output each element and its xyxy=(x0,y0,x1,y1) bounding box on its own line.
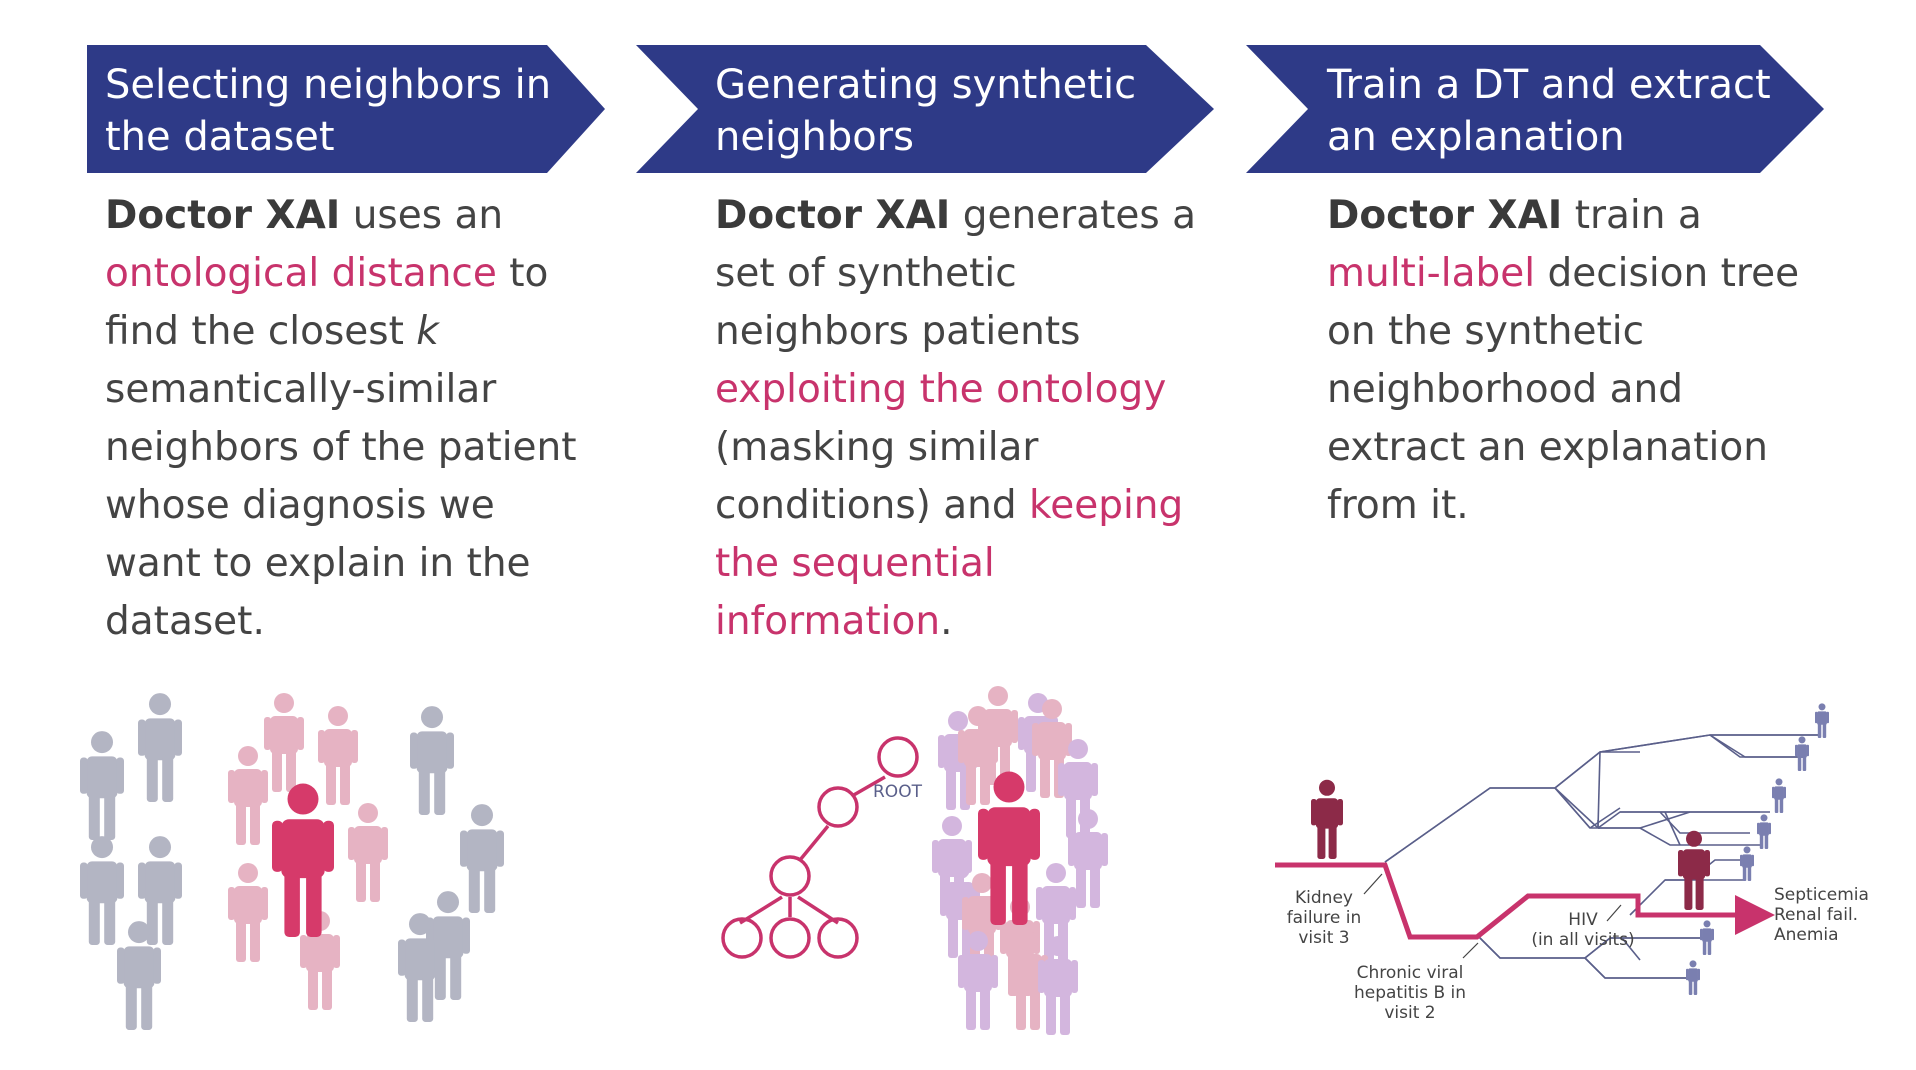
desc-text: neighbors of the patient xyxy=(105,425,577,470)
person-icon xyxy=(348,803,388,902)
person-icon xyxy=(80,836,124,945)
outcome-labels: Septicemia Renal fail. Anemia xyxy=(1774,885,1869,945)
highlight-keeping: keeping xyxy=(1029,483,1184,528)
label-kidney-3: visit 3 xyxy=(1298,928,1349,948)
desc-text: set of synthetic xyxy=(715,251,1017,296)
desc-text: dataset. xyxy=(105,599,265,644)
tree-node xyxy=(721,917,763,959)
desc-text: decision tree xyxy=(1535,251,1800,296)
step-3-header: Train a DT and extract an explanation xyxy=(1246,45,1826,173)
person-icon xyxy=(264,693,304,792)
decision-path xyxy=(1275,862,1775,940)
person-icon xyxy=(1795,736,1809,771)
desc-text: uses an xyxy=(340,193,504,238)
desc-text: want to explain in the xyxy=(105,541,531,586)
root-label: ROOT xyxy=(873,782,923,802)
label-hepatitis-2: hepatitis B in xyxy=(1354,983,1466,1003)
desc-text: semantically-similar xyxy=(105,367,497,412)
step-2-arrow-shape xyxy=(636,45,1214,173)
doctor-xai-name: Doctor XAI xyxy=(1327,193,1563,238)
doctor-xai-name: Doctor XAI xyxy=(715,193,951,238)
person-icon xyxy=(1700,920,1714,955)
desc-text: on the synthetic xyxy=(1327,309,1645,354)
desc-text: (masking similar xyxy=(715,425,1039,470)
step-1-title-line-1: Selecting neighbors in xyxy=(105,62,552,108)
desc-text: neighborhood and xyxy=(1327,367,1683,412)
person-icon xyxy=(410,706,454,815)
desc-text: conditions) and xyxy=(715,483,1030,528)
person-icon xyxy=(228,863,268,962)
desc-text: from it. xyxy=(1327,483,1469,528)
person-icon xyxy=(318,706,358,805)
label-hepatitis-1: Chronic viral xyxy=(1357,963,1464,983)
step-2-description: Doctor XAI generates a set of synthetic … xyxy=(715,187,1196,651)
person-icon xyxy=(138,693,182,802)
step-1-arrow-shape xyxy=(87,45,605,173)
step-3-title-line-1: Train a DT and extract xyxy=(1327,62,1771,108)
label-kidney-2: failure in xyxy=(1287,908,1362,928)
step-1-title-line-2: the dataset xyxy=(105,114,335,160)
person-icon xyxy=(460,804,504,913)
tree-node-root xyxy=(877,736,919,778)
person-icon xyxy=(1757,814,1771,849)
step-1-description: Doctor XAI uses an ontological distance … xyxy=(105,187,577,651)
k-variable: k xyxy=(416,309,439,354)
label-leaders xyxy=(1363,873,1622,959)
person-icon xyxy=(1815,703,1829,738)
ontology-tree xyxy=(721,736,919,959)
highlight-ontological-distance: ontological distance xyxy=(105,251,497,296)
decision-labels: Kidney failure in visit 3 Chronic viral … xyxy=(1287,888,1635,1023)
person-icon xyxy=(228,746,268,845)
desc-text: extract an explanation xyxy=(1327,425,1768,470)
tree-node xyxy=(769,917,811,959)
step-2-header: Generating synthetic neighbors xyxy=(636,45,1216,173)
neighbors-crowd xyxy=(80,693,504,1030)
person-icon xyxy=(1740,846,1754,881)
person-icon xyxy=(1772,778,1786,813)
step-2-title-line-2: neighbors xyxy=(715,114,914,160)
step-1-header: Selecting neighbors in the dataset xyxy=(87,45,607,173)
label-hiv-2: (in all visits) xyxy=(1531,930,1634,950)
decision-tree-branches xyxy=(1384,734,1818,979)
synthetic-neighbors-crowd xyxy=(932,686,1108,1035)
patient-icon xyxy=(1678,830,1710,910)
person-icon xyxy=(1686,960,1700,995)
tree-node xyxy=(769,855,811,897)
highlight-multi-label: multi-label xyxy=(1327,251,1536,296)
label-anemia: Anemia xyxy=(1774,925,1839,945)
doctor-xai-name: Doctor XAI xyxy=(105,193,341,238)
label-septicemia: Septicemia xyxy=(1774,885,1869,905)
leaf-persons xyxy=(1686,703,1829,995)
desc-text: find the closest xyxy=(105,309,417,354)
highlight-exploiting-ontology: exploiting the ontology xyxy=(715,367,1167,412)
step-2-title-line-1: Generating synthetic xyxy=(715,62,1137,108)
person-icon xyxy=(80,731,124,840)
step-3-title-line-2: an explanation xyxy=(1327,114,1625,160)
patient-icon xyxy=(1311,779,1343,859)
desc-text: generates a xyxy=(950,193,1196,238)
desc-text: whose diagnosis we xyxy=(105,483,495,528)
desc-text: neighbors patients xyxy=(715,309,1081,354)
label-kidney-1: Kidney xyxy=(1295,888,1353,908)
label-renal-failure: Renal fail. xyxy=(1774,905,1858,925)
highlight-sequential: the sequential xyxy=(715,541,995,586)
tree-node xyxy=(817,917,859,959)
desc-text: train a xyxy=(1562,193,1702,238)
tree-node xyxy=(817,786,859,828)
label-hepatitis-3: visit 2 xyxy=(1384,1003,1435,1023)
highlight-information: information xyxy=(715,599,941,644)
step-3-arrow-shape xyxy=(1246,45,1824,173)
label-hiv-1: HIV xyxy=(1568,910,1598,930)
desc-text: to xyxy=(496,251,549,296)
desc-text: . xyxy=(940,599,953,644)
step-3-description: Doctor XAI train a multi-label decision … xyxy=(1327,187,1799,535)
